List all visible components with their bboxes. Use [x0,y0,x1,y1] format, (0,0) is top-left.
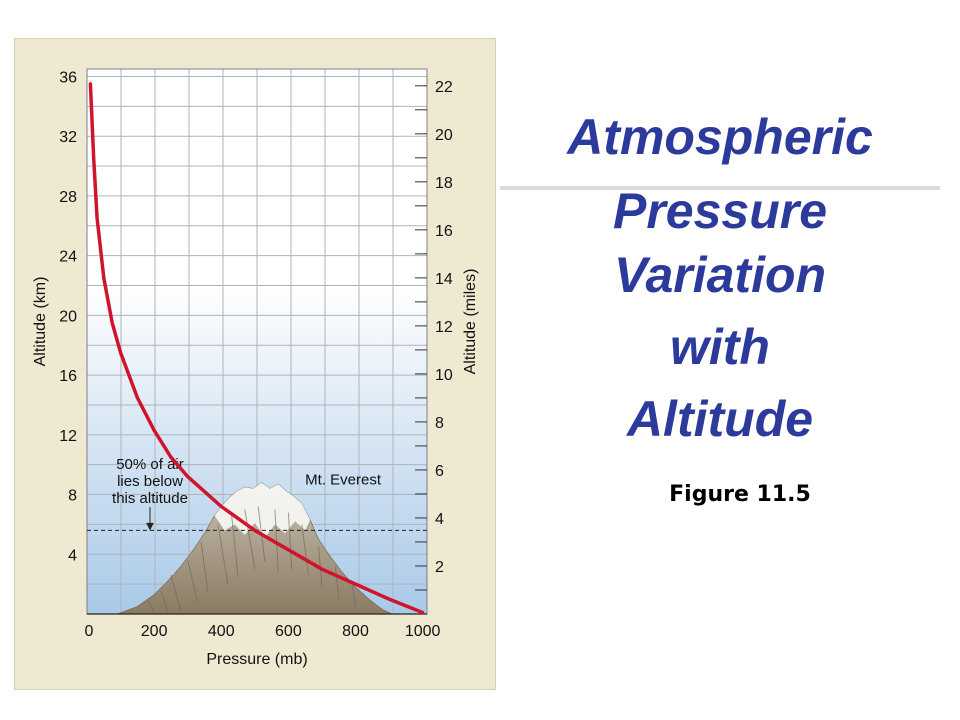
title-divider [500,186,940,190]
x-tick-label: 600 [275,623,302,640]
x-tick-label: 400 [208,623,235,640]
altitude-pressure-chart: 0 200 400 600 800 100048121620242832362468101… [32,68,479,668]
figure-caption: Figure 11.5 [669,482,811,507]
y2-tick-label: 14 [435,271,453,288]
y-tick-label: 24 [59,249,77,266]
half-air-text-line2: lies below [117,473,183,490]
y-tick-label: 4 [68,547,77,564]
down-arrow-icon [146,507,154,531]
x-tick-label: 200 [141,623,168,640]
rock-streak [230,512,239,577]
y2-axis-label: Altitude (miles) [462,269,479,375]
title-line-1: Atmospheric [567,109,873,165]
rock-streak [160,589,169,613]
y-axis-label: Altitude (km) [32,277,49,367]
y2-tick-label: 2 [435,559,444,576]
rock-streak [301,524,310,576]
pressure-altitude-curve [88,82,425,615]
mountain-texture [146,506,357,613]
figure-panel: 0 200 400 600 800 1000 4 8 12 16 20 24 28 32 36 2 4 6 8 10 1… [14,38,496,690]
half-air-text-line1: 50% of air [116,456,184,473]
rock-streak [170,575,182,612]
rock-streak [274,509,279,573]
mountain-snowcap [214,482,311,538]
y-tick-label: 20 [59,308,77,325]
x-tick-label: 800 [342,623,369,640]
y-tick-label: 8 [68,488,77,505]
half-air-text-line3: this altitude [112,490,188,507]
mt-everest-label: Mt. Everest [305,472,382,489]
axes [86,68,428,615]
mt-everest-mountain [117,482,393,615]
y2-tick-label: 4 [435,511,444,528]
rock-streak [287,512,293,570]
y2-tick-label: 18 [435,175,453,192]
rock-streak [244,509,256,570]
rock-streak [334,566,340,600]
rock-streak [351,584,357,607]
x-tick-label: 1000 [405,623,441,640]
half-air-annotation: 50% of air lies below this altitude [112,456,188,531]
y-tick-label: 12 [59,428,77,445]
y-tick-label: 36 [59,69,77,86]
title-line-5: Altitude [626,391,814,447]
y2-tick-label: 8 [435,415,444,432]
y2-tick-label: 10 [435,367,453,384]
y2-tick-label: 16 [435,223,453,240]
rock-streak [200,542,209,592]
y2-tick-label: 6 [435,463,444,480]
title-line-4: with [670,319,770,375]
rock-streak [217,524,229,585]
y-tick-label: 16 [59,368,77,385]
title-line-3: Variation [613,247,827,303]
y2-tick-label: 22 [435,79,453,96]
rock-streak [187,560,199,603]
tick-labels: 0 200 400 600 800 100048121620242832362468101… [59,69,453,640]
y-tick-label: 28 [59,189,77,206]
y-tick-label: 32 [59,129,77,146]
title-line-2: Pressure [612,183,828,239]
y2-tick-label: 20 [435,127,453,144]
y2-tick-label: 12 [435,319,453,336]
rock-streak [146,598,155,613]
x-tick-label: 0 [85,623,94,640]
x-axis-label: Pressure (mb) [206,651,307,668]
